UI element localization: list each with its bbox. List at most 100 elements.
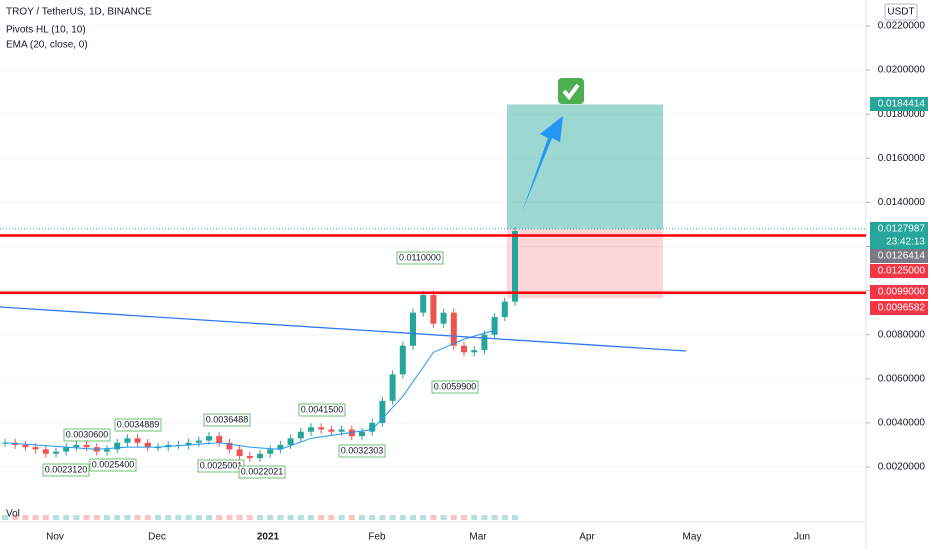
price-tag-label: 0.0184414: [878, 99, 926, 110]
volume-bar: [53, 515, 59, 520]
price-tick-label: 0.0060000: [878, 373, 926, 384]
candle: [195, 440, 202, 443]
price-tag-label: 0.0126414: [878, 251, 926, 262]
volume-bar: [297, 515, 304, 520]
pivot-label: 0.0110000: [399, 252, 441, 262]
volume-bar: [399, 515, 406, 520]
pivot-box: [89, 458, 137, 472]
volume-bar: [338, 515, 345, 520]
price-tick-label: 0.0040000: [878, 418, 926, 429]
candle: [399, 345, 406, 375]
price-tick-label: 0.0160000: [878, 153, 926, 164]
time-label: Feb: [368, 532, 386, 543]
price-tick-label: 0.0200000: [878, 65, 926, 76]
pivot-label: 0.0030600: [66, 429, 109, 439]
price-tag: [870, 222, 928, 236]
price-tag-label: 0.0096582: [878, 303, 926, 314]
volume-bar: [32, 515, 39, 520]
price-tag-label: 0.0127987: [878, 224, 926, 235]
check-icon: [562, 83, 580, 101]
volume-bar: [348, 515, 355, 520]
candle: [277, 444, 284, 450]
price-tag-label: 0.0099000: [878, 287, 926, 298]
candle: [83, 444, 90, 448]
volume-bar: [308, 515, 314, 520]
indicator: EMA (20, close, 0): [6, 40, 88, 51]
price-tick-label: 0.0220000: [878, 21, 926, 32]
candle: [124, 438, 131, 443]
volume-bar: [410, 515, 416, 520]
candle: [430, 295, 437, 324]
price-tag: [870, 285, 928, 299]
candle: [114, 442, 121, 450]
indicator: Pivots HL (10, 10): [6, 25, 86, 36]
candle: [144, 442, 151, 448]
volume-bar: [236, 515, 243, 520]
pivot-box: [298, 403, 346, 417]
price-tag: [870, 97, 928, 111]
volume-bar: [63, 515, 70, 520]
currency-box[interactable]: [884, 3, 918, 21]
pivot-label: 0.0034889: [117, 419, 160, 429]
volume-bar: [124, 515, 131, 520]
volume-bar: [104, 515, 110, 520]
pivot-label: 0.0059900: [434, 381, 477, 391]
price-tag-label: 23:42:13: [886, 237, 925, 248]
candle: [308, 427, 314, 432]
candle: [236, 449, 243, 456]
pivot-label: 0.0022021: [241, 466, 284, 476]
price-tag: [870, 264, 928, 278]
volume-bar: [512, 515, 518, 520]
trend-line: [0, 306, 687, 352]
loss-zone: [507, 228, 663, 299]
candle: [501, 301, 508, 318]
candle: [246, 455, 253, 459]
profit-zone: [507, 104, 663, 229]
volume-bar: [2, 515, 8, 520]
volume-label: Vol: [6, 509, 20, 520]
candle: [32, 447, 39, 450]
volume-bar: [12, 515, 19, 520]
volume-bar: [226, 515, 233, 520]
pivot-label: 0.0023120: [45, 464, 88, 474]
candle: [512, 231, 518, 302]
candle: [318, 427, 325, 430]
pivot-box: [431, 380, 479, 394]
price-tick-label: 0.0140000: [878, 197, 926, 208]
pivot-label: 0.0036488: [206, 414, 249, 424]
candle: [369, 422, 376, 432]
pivot-label: 0.0041500: [301, 404, 344, 414]
volume-bar: [287, 515, 294, 520]
arrow: [522, 116, 563, 212]
volume-bar: [257, 515, 263, 520]
time-label: Nov: [46, 532, 64, 543]
volume-bar: [93, 515, 100, 520]
volume-bar: [277, 515, 284, 520]
price-tag: [870, 235, 928, 249]
volume-bar: [379, 515, 386, 520]
price-tag-label: 0.0125000: [878, 266, 926, 277]
pivot-box: [42, 463, 90, 477]
volume-bar: [206, 515, 212, 520]
price-tick-label: 0.0020000: [878, 462, 926, 473]
volume-bar: [450, 515, 457, 520]
candle: [134, 438, 141, 443]
pivot-box: [238, 465, 286, 479]
candle: [461, 345, 467, 353]
candle: [63, 447, 70, 452]
pivot-label: 0.0025001: [200, 460, 243, 470]
candle: [389, 374, 396, 401]
currency[interactable]: USDT: [887, 7, 914, 18]
volume-bar: [471, 515, 478, 520]
volume-bar: [22, 515, 29, 520]
pivot-label: 0.0025400: [92, 459, 135, 469]
time-label: Apr: [579, 532, 595, 543]
volume-bar: [73, 515, 80, 520]
volume-bar: [195, 515, 202, 520]
candle: [267, 449, 274, 454]
volume-bar: [359, 515, 365, 520]
candle: [491, 317, 498, 335]
candle: [338, 429, 345, 432]
volume-bar: [481, 515, 488, 520]
